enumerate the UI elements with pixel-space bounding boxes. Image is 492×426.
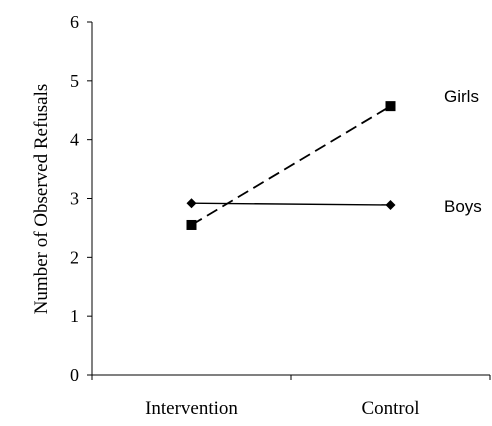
y-tick-label: 5 xyxy=(70,71,79,91)
marker-girls-0 xyxy=(186,219,197,230)
y-tick-label: 3 xyxy=(70,189,79,209)
axes: 0 1 2 3 4 5 6 Intervention Control xyxy=(70,12,491,419)
y-tick-label: 2 xyxy=(70,247,79,267)
marker-girls-1 xyxy=(385,101,396,112)
series-label-boys: Boys xyxy=(444,197,482,216)
y-axis-label: Number of Observed Refusals xyxy=(31,84,52,315)
x-category-label: Control xyxy=(361,398,419,419)
marker-boys-0 xyxy=(186,198,197,209)
y-tick-label: 6 xyxy=(70,12,79,32)
y-tick-label: 0 xyxy=(70,365,79,385)
marker-boys-1 xyxy=(385,199,396,210)
labels-layer: Number of Observed Refusals Girls Boys xyxy=(31,84,482,315)
y-tick-label: 1 xyxy=(70,306,79,326)
series-line-boys xyxy=(191,202,391,206)
x-category-label: Intervention xyxy=(145,398,238,419)
series-label-girls: Girls xyxy=(444,87,479,106)
y-tick-label: 4 xyxy=(70,130,79,150)
series-line-girls xyxy=(191,105,391,226)
series-layer xyxy=(186,101,396,230)
